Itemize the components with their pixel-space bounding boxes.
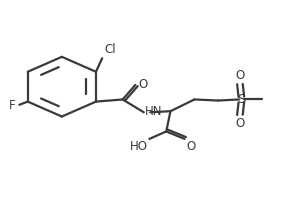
Text: O: O bbox=[138, 78, 147, 91]
Text: F: F bbox=[9, 99, 16, 112]
Text: O: O bbox=[186, 140, 195, 153]
Text: HN: HN bbox=[145, 105, 162, 118]
Text: S: S bbox=[237, 93, 246, 106]
Text: Cl: Cl bbox=[105, 43, 116, 56]
Text: HO: HO bbox=[130, 140, 148, 153]
Text: O: O bbox=[235, 117, 245, 130]
Text: O: O bbox=[235, 68, 245, 82]
